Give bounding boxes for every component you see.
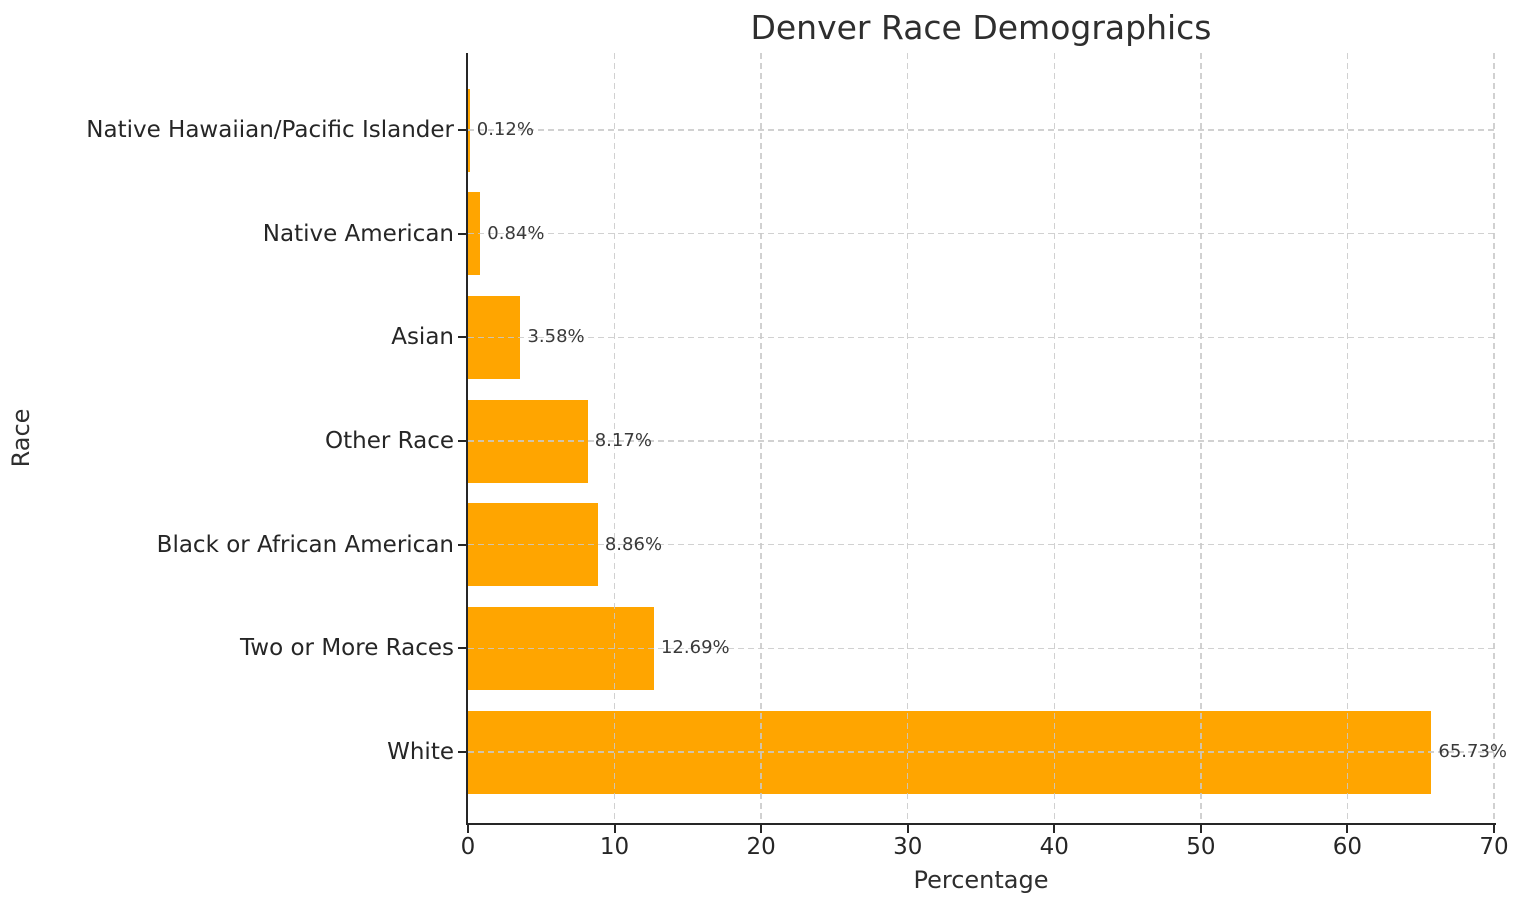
y-tick-label: Asian xyxy=(391,324,454,351)
y-gridline xyxy=(468,232,1494,235)
bar-value-label: 0.12% xyxy=(476,119,534,140)
y-gridline xyxy=(468,751,1494,753)
y-tick-mark xyxy=(458,129,466,131)
x-tick-mark xyxy=(1053,825,1056,833)
x-gridline xyxy=(906,53,909,823)
x-tick-mark xyxy=(467,825,469,833)
x-tick-mark xyxy=(1493,825,1495,833)
y-gridline xyxy=(468,336,1494,339)
y-tick-label: Native Hawaiian/Pacific Islander xyxy=(86,117,454,143)
y-tick-mark xyxy=(458,440,466,442)
x-tick-label: 60 xyxy=(1332,834,1363,860)
x-tick-label: 0 xyxy=(460,834,476,860)
x-gridline xyxy=(613,53,616,823)
bar-value-label: 8.17% xyxy=(594,430,652,451)
y-gridline xyxy=(468,647,1494,650)
y-tick-label: Two or More Races xyxy=(240,635,454,662)
y-gridline xyxy=(468,543,1494,546)
bar-value-label: 0.84% xyxy=(487,222,545,244)
x-gridline xyxy=(1200,53,1202,823)
y-tick-mark xyxy=(458,647,466,650)
x-tick-label: 10 xyxy=(599,834,630,860)
y-tick-mark xyxy=(458,751,466,753)
x-gridline xyxy=(760,53,762,823)
x-tick-label: 50 xyxy=(1186,834,1216,860)
y-tick-mark xyxy=(458,232,466,235)
y-tick-mark xyxy=(458,543,466,546)
y-tick-mark xyxy=(458,336,466,339)
x-gridline xyxy=(1493,53,1495,823)
chart-title: Denver Race Demographics xyxy=(750,8,1212,47)
bar-value-label: 3.58% xyxy=(527,326,585,348)
y-tick-label: Other Race xyxy=(325,428,454,454)
y-tick-label: Native American xyxy=(262,220,454,247)
x-tick-mark xyxy=(906,825,909,833)
y-axis-spine xyxy=(466,53,468,825)
bar-value-label: 8.86% xyxy=(604,533,663,555)
x-tick-label: 20 xyxy=(746,834,776,860)
x-tick-mark xyxy=(1346,825,1349,833)
x-tick-label: 70 xyxy=(1479,834,1509,860)
x-tick-mark xyxy=(1199,825,1202,833)
x-tick-mark xyxy=(760,825,763,833)
x-tick-label: 30 xyxy=(893,834,923,860)
x-axis-label: Percentage xyxy=(913,866,1049,894)
x-tick-label: 40 xyxy=(1039,834,1069,860)
x-tick-mark xyxy=(613,825,616,833)
x-gridline xyxy=(1053,53,1056,823)
y-tick-label: White xyxy=(387,739,454,765)
y-tick-label: Black or African American xyxy=(156,531,454,558)
y-gridline xyxy=(468,129,1494,131)
bar-value-label: 12.69% xyxy=(660,637,730,659)
y-gridline xyxy=(468,440,1494,442)
bar-value-label: 65.73% xyxy=(1438,741,1508,762)
x-axis-spine xyxy=(466,823,1496,825)
x-gridline xyxy=(1346,53,1349,823)
